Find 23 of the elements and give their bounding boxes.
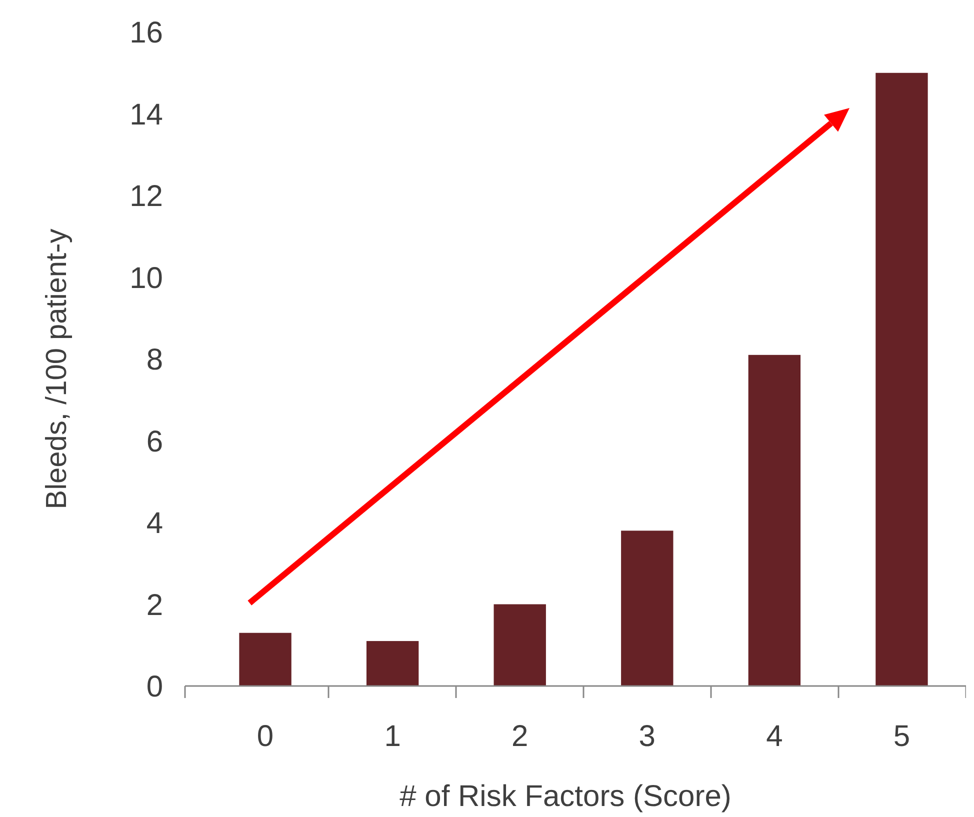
y-tick-label: 10: [130, 262, 163, 295]
bar: [366, 641, 419, 686]
y-tick-label: 4: [146, 507, 163, 540]
bar: [876, 72, 928, 686]
y-tick-label: 16: [130, 16, 163, 50]
x-tick-label: 1: [384, 720, 401, 753]
x-tick-label: 2: [512, 720, 528, 753]
y-tick-label: 12: [130, 180, 163, 213]
bar: [748, 354, 801, 686]
x-tick-label: 5: [893, 720, 910, 753]
y-tick-label: 6: [146, 425, 163, 458]
x-tick-label: 0: [256, 720, 274, 753]
y-tick-label: 8: [146, 344, 163, 376]
y-tick-label: 0: [146, 670, 163, 704]
x-tick-label: 3: [638, 720, 656, 753]
bar: [494, 604, 546, 686]
bar: [239, 632, 292, 686]
y-tick-label: 2: [146, 588, 163, 622]
y-axis-title: Bleeds, /100 patient-y: [41, 228, 73, 510]
bar: [621, 530, 674, 686]
x-axis-title: # of Risk Factors (Score): [400, 780, 732, 813]
x-tick-label: 4: [766, 720, 783, 753]
y-tick-label: 14: [130, 98, 163, 132]
